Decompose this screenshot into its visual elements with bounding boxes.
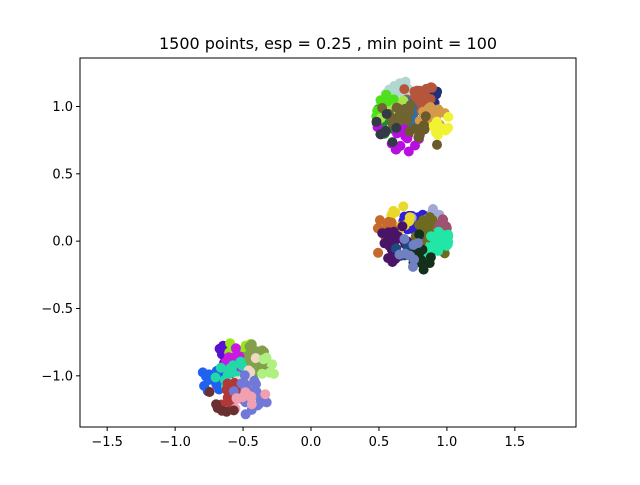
data-point: [391, 144, 402, 155]
cluster-1-10: [428, 112, 454, 140]
cluster-3-11: [257, 352, 279, 379]
data-point: [387, 137, 398, 148]
data-point: [375, 129, 386, 140]
cluster-3-10: [230, 387, 271, 414]
data-point: [373, 247, 384, 258]
data-point: [250, 353, 261, 364]
data-point: [228, 360, 239, 371]
data-point: [239, 370, 250, 381]
data-point: [374, 215, 385, 226]
data-point: [210, 372, 221, 383]
data-point: [420, 111, 431, 122]
data-point: [409, 254, 420, 265]
data-point: [381, 109, 392, 119]
data-point: [257, 368, 268, 379]
data-point: [391, 122, 402, 133]
x-tick-label: −1.0: [159, 435, 191, 450]
data-point: [240, 409, 251, 420]
data-point: [414, 229, 425, 240]
data-point: [424, 258, 435, 269]
y-tick-label: 1.0: [52, 100, 73, 115]
data-point: [375, 95, 386, 106]
x-tick-label: 1.5: [505, 435, 526, 450]
y-tick-label: 0.5: [52, 167, 73, 182]
data-point: [388, 94, 399, 105]
cluster-2-11: [394, 234, 424, 272]
data-point: [197, 367, 208, 378]
data-point: [402, 107, 413, 118]
data-point: [399, 234, 410, 244]
point-group-3: [197, 338, 279, 420]
data-point: [432, 130, 443, 140]
data-point: [261, 397, 272, 408]
data-point: [399, 84, 410, 95]
data-point: [211, 399, 222, 410]
y-tick-label: −1.0: [41, 369, 73, 384]
data-point: [261, 352, 272, 363]
data-point: [215, 362, 226, 373]
data-point: [383, 253, 394, 264]
cluster-1-12: [404, 111, 442, 150]
data-point: [264, 367, 275, 378]
data-point: [410, 123, 421, 134]
point-group-2: [372, 201, 454, 275]
x-tick-label: 1.0: [437, 435, 458, 450]
data-point: [398, 201, 409, 212]
data-point: [397, 221, 408, 232]
cluster-3-12: [204, 387, 239, 417]
data-point: [217, 405, 228, 416]
data-point: [432, 139, 442, 150]
cluster-1-13: [371, 109, 402, 148]
data-point: [393, 111, 404, 122]
data-point: [267, 359, 278, 370]
data-point: [438, 214, 449, 225]
data-point: [410, 140, 420, 151]
data-point: [408, 261, 418, 272]
data-point: [394, 249, 405, 260]
y-tick-label: −0.5: [41, 302, 73, 317]
x-tick-label: 0.0: [301, 435, 322, 450]
data-point: [426, 231, 436, 242]
data-point: [433, 245, 444, 256]
data-point: [413, 238, 424, 249]
points-layer: [197, 76, 454, 420]
data-point: [443, 236, 454, 247]
x-tick-label: 0.5: [369, 435, 390, 450]
data-point: [251, 379, 261, 390]
data-point: [414, 219, 425, 230]
data-point: [443, 112, 454, 122]
data-point: [404, 212, 415, 223]
data-point: [409, 86, 420, 97]
data-point: [230, 343, 241, 354]
data-point: [204, 387, 215, 397]
y-tick-label: 0.0: [52, 235, 73, 250]
y-axis: −1.0 −0.5 0.0 0.5 1.0: [41, 100, 80, 384]
data-point: [400, 76, 411, 87]
data-point: [232, 394, 242, 404]
x-tick-label: −0.5: [227, 435, 259, 450]
data-point: [431, 116, 442, 127]
data-point: [421, 83, 432, 94]
data-point: [379, 238, 390, 249]
data-point: [389, 81, 400, 91]
data-point: [245, 392, 256, 403]
data-point: [260, 389, 271, 400]
data-point: [418, 264, 429, 275]
data-point: [427, 215, 438, 225]
data-point: [383, 227, 394, 238]
data-point: [392, 103, 403, 114]
data-point: [371, 116, 382, 127]
data-point: [403, 146, 414, 157]
data-point: [443, 122, 454, 133]
chart-title: 1500 points, esp = 0.25 , min point = 10…: [159, 34, 497, 53]
point-group-1: [371, 76, 454, 157]
plot-area-frame: [79, 57, 577, 428]
x-axis: −1.5 −1.0 −0.5 0.0 0.5 1.0 1.5: [91, 427, 525, 450]
x-tick-label: −1.5: [91, 435, 123, 450]
